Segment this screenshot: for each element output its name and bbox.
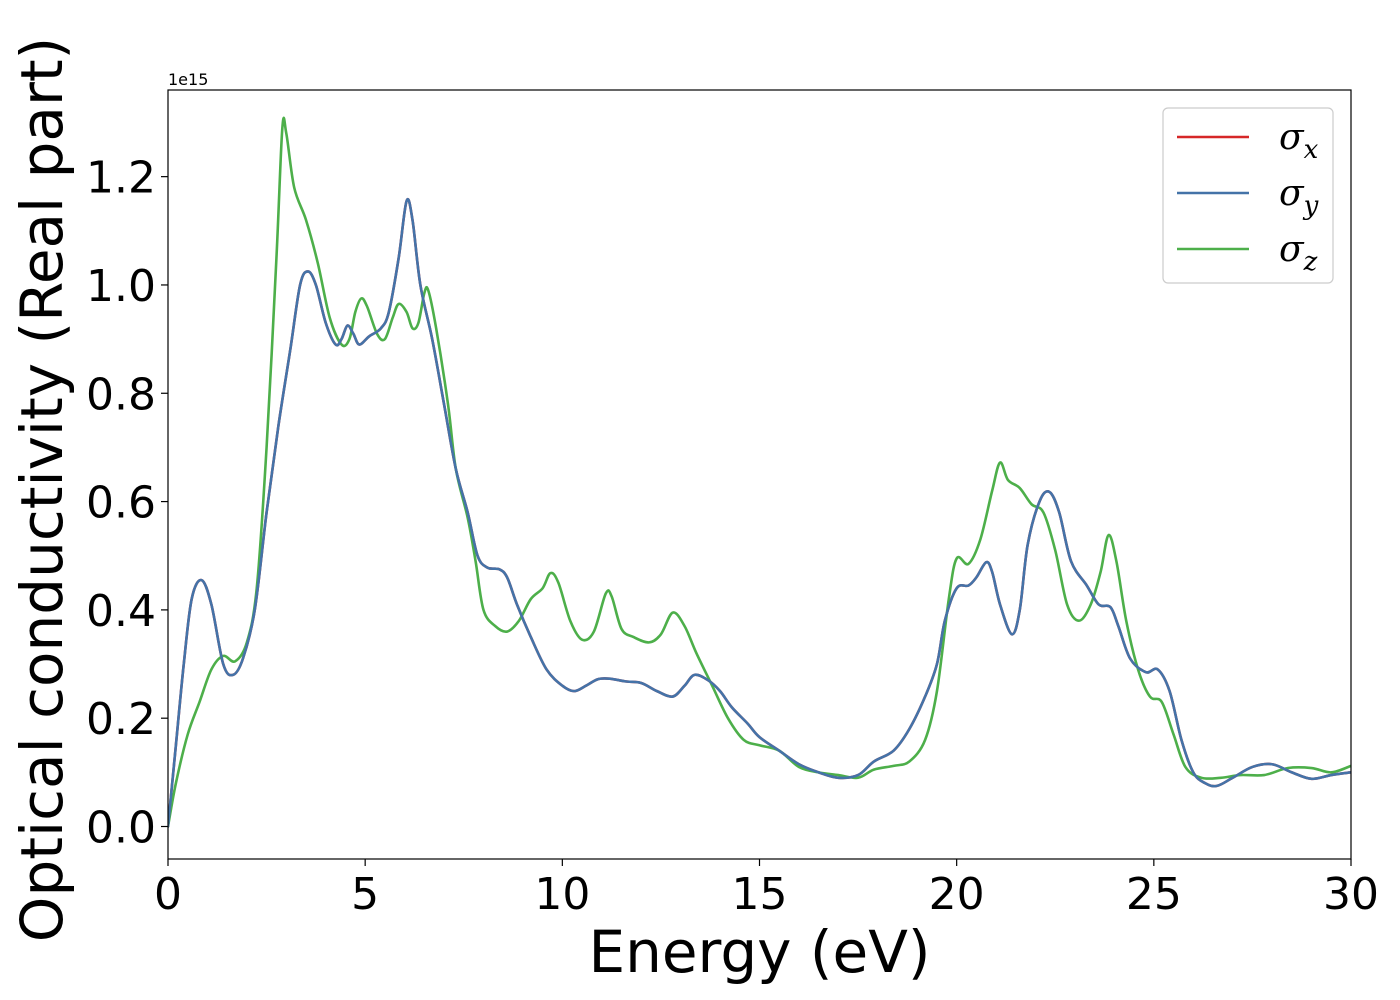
x-axis: 0 5 10 15 20 25 30 <box>154 859 1379 920</box>
x-tick-label: 10 <box>534 869 590 920</box>
series-line-y <box>168 198 1351 828</box>
x-tick-label: 30 <box>1323 869 1379 920</box>
legend-label-y: σy <box>1279 173 1319 221</box>
y-tick-label: 1.2 <box>86 153 156 204</box>
y-tick-label: 0.6 <box>86 478 156 529</box>
x-tick-label: 0 <box>154 869 182 920</box>
y-axis-title: Optical conductivity (Real part) <box>8 37 76 942</box>
x-tick-label: 25 <box>1126 869 1182 920</box>
x-tick-label: 5 <box>351 869 379 920</box>
series-line-z <box>168 116 1351 828</box>
y-tick-label: 0.8 <box>86 369 156 420</box>
y-axis: 0.0 0.2 0.4 0.6 0.8 1.0 1.2 <box>86 153 168 854</box>
legend-label-z: σz <box>1279 229 1318 277</box>
legend-label-x: σx <box>1279 117 1319 165</box>
x-tick-label: 15 <box>732 869 788 920</box>
legend-box <box>1162 107 1334 284</box>
x-tick-label: 20 <box>929 869 985 920</box>
y-tick-label: 0.2 <box>86 694 156 745</box>
y-tick-label: 0.4 <box>86 586 156 637</box>
y-offset-label: 1e15 <box>168 70 208 89</box>
x-axis-title: Energy (eV) <box>588 918 930 986</box>
y-tick-label: 0.0 <box>86 803 156 854</box>
series-layer <box>168 116 1351 828</box>
legend: σx σy σz <box>1162 107 1334 284</box>
y-tick-label: 1.0 <box>86 261 156 312</box>
